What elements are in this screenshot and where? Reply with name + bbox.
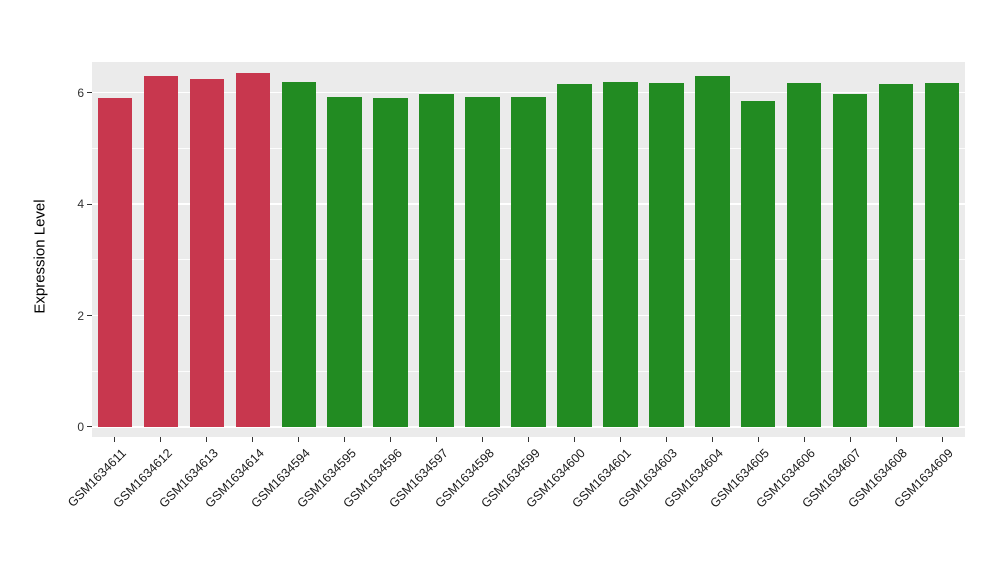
bar-GSM1634613: [189, 78, 225, 427]
plot-panel: [92, 62, 965, 437]
y-tick-label: 0: [77, 419, 84, 434]
y-tick-label: 4: [77, 197, 84, 212]
bar-GSM1634596: [373, 98, 408, 427]
x-tick-mark: [114, 437, 116, 442]
x-tick-mark: [941, 437, 943, 442]
x-tick-mark: [206, 437, 208, 442]
x-tick-mark: [390, 437, 392, 442]
gridline-major: [92, 91, 965, 94]
bar-GSM1634600: [557, 84, 592, 427]
bar-GSM1634611: [97, 98, 133, 427]
y-tick-mark: [87, 315, 92, 317]
bar-GSM1634597: [419, 93, 454, 427]
x-tick-mark: [344, 437, 346, 442]
y-axis-tick-labels: 0 2 4 6: [0, 62, 84, 437]
x-tick-mark: [482, 437, 484, 442]
bar-GSM1634598: [465, 96, 500, 427]
bar-GSM1634594: [281, 81, 316, 427]
x-tick-mark: [436, 437, 438, 442]
x-tick-mark: [849, 437, 851, 442]
bar-GSM1634595: [327, 96, 362, 427]
x-tick-mark: [711, 437, 713, 442]
y-tick-label: 6: [77, 85, 84, 100]
x-tick-mark: [528, 437, 529, 442]
x-tick-mark: [298, 437, 300, 442]
bar-GSM1634601: [603, 81, 638, 427]
bar-GSM1634609: [924, 82, 960, 427]
x-axis-tick-labels: GSM1634611 GSM1634612 GSM1634613 GSM1634614…: [65, 446, 965, 576]
x-tick-mark: [160, 437, 162, 442]
x-tick-mark: [665, 437, 667, 442]
y-tick-label: 2: [77, 308, 84, 323]
bar-GSM1634612: [143, 75, 179, 427]
x-tick-mark: [619, 437, 621, 442]
x-tick-mark: [757, 437, 759, 442]
bar-GSM1634614: [235, 73, 271, 427]
y-tick-mark: [87, 92, 92, 94]
x-tick-mark: [252, 437, 254, 442]
y-tick-mark: [87, 203, 92, 205]
bar-GSM1634608: [878, 84, 914, 427]
x-tick-mark: [895, 437, 897, 442]
x-tick-mark: [573, 437, 575, 442]
bar-GSM1634606: [786, 82, 822, 427]
bar-GSM1634605: [741, 101, 776, 427]
bar-GSM1634604: [695, 75, 730, 427]
bar-GSM1634599: [511, 97, 546, 427]
bar-GSM1634607: [832, 93, 868, 427]
bar-GSM1634603: [649, 82, 684, 427]
y-tick-mark: [87, 426, 92, 428]
x-tick-mark: [803, 437, 805, 442]
